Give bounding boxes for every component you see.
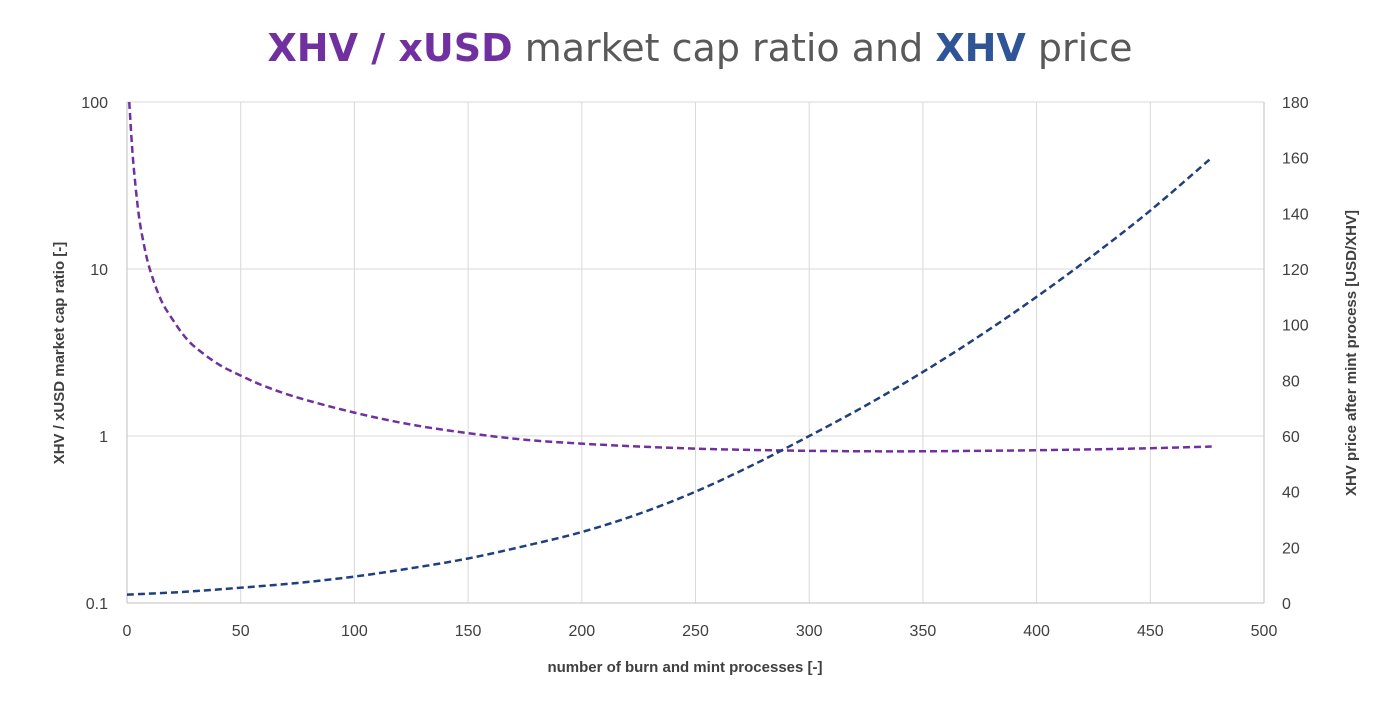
x-tick-label: 150 <box>455 623 482 640</box>
axes <box>126 102 1265 604</box>
y-right-tick-label: 60 <box>1282 429 1300 446</box>
x-tick-label: 0 <box>123 623 132 640</box>
title-segment: XHV <box>935 26 1026 70</box>
x-tick-label: 250 <box>682 623 709 640</box>
y-right-tick-label: 80 <box>1282 373 1300 390</box>
y-right-tick-label: 120 <box>1282 262 1309 279</box>
y-axis-right-label: XHV price after mint process [USD/XHV] <box>1343 210 1360 496</box>
x-tick-label: 100 <box>341 623 368 640</box>
y-left-tick-label: 0.1 <box>86 596 108 613</box>
x-tick-label: 500 <box>1251 623 1278 640</box>
x-tick-label: 50 <box>232 623 250 640</box>
title-segment: price <box>1026 26 1133 70</box>
y-left-tick-label: 10 <box>90 262 108 279</box>
chart-title: XHV / xUSD market cap ratio and XHV pric… <box>268 26 1133 70</box>
title-segment: XHV / xUSD <box>268 26 513 70</box>
y-right-tick-label: 160 <box>1282 151 1309 168</box>
x-tick-label: 300 <box>796 623 823 640</box>
x-tick-label: 400 <box>1023 623 1050 640</box>
gridlines <box>127 101 1265 603</box>
y-left-tick-label: 1 <box>99 429 108 446</box>
y-right-tick-label: 100 <box>1282 318 1309 335</box>
y-right-tick-label: 20 <box>1282 540 1300 557</box>
y-axis-left-label: XHV / xUSD market cap ratio [-] <box>51 242 68 465</box>
x-tick-label: 350 <box>910 623 937 640</box>
y-right-tick-label: 40 <box>1282 485 1300 502</box>
y-left-tick-label: 100 <box>81 95 108 112</box>
y-right-tick-label: 180 <box>1282 95 1309 112</box>
series-line-xhv-price <box>126 156 1213 596</box>
x-axis-label: number of burn and mint processes [-] <box>547 659 822 676</box>
title-segment: market cap ratio and <box>513 26 936 70</box>
y-right-tick-label: 0 <box>1282 596 1291 613</box>
series-line-market-cap-ratio <box>128 101 1212 453</box>
tick-labels: 0 50 100 150 200 250 300 350 400 450 500 0.1 1 10 100 0… <box>81 95 1309 640</box>
x-tick-label: 200 <box>568 623 595 640</box>
x-tick-label: 450 <box>1137 623 1164 640</box>
y-right-tick-label: 140 <box>1282 206 1309 223</box>
series-lines <box>126 101 1213 596</box>
